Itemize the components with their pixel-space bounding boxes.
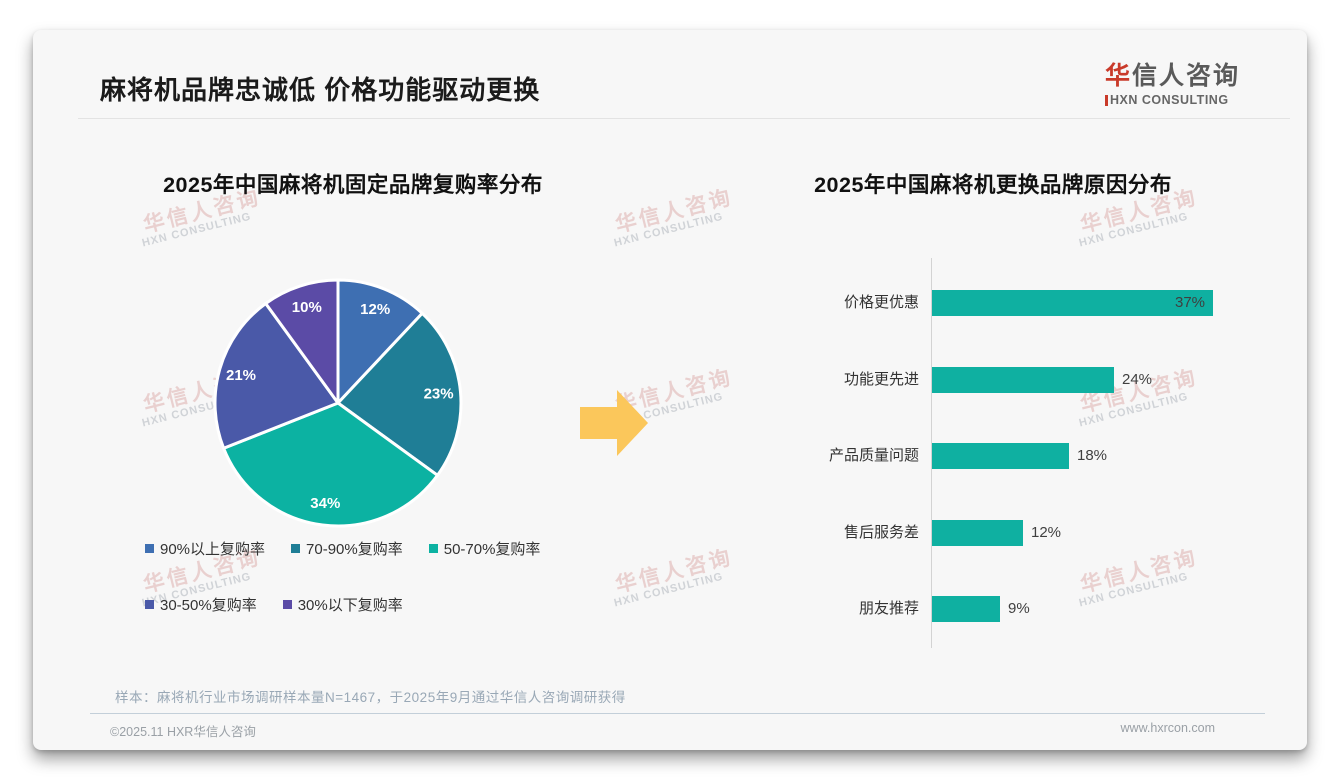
- footer-copyright: ©2025.11 HXR华信人咨询: [110, 725, 256, 739]
- pie-slice: [336, 311, 463, 477]
- bar: [932, 366, 1114, 393]
- bar: [932, 443, 1069, 469]
- legend-swatch: [291, 544, 301, 553]
- bar-category-label: 产品质量问题: [828, 447, 919, 464]
- pie-slice-label: 34%: [310, 495, 340, 512]
- bar-value-label: 12%: [1031, 523, 1062, 541]
- pie-slice-label: 21%: [226, 367, 256, 384]
- legend-label: 50-70%复购率: [443, 541, 541, 558]
- bar-category-label: 功能更先进: [843, 370, 919, 388]
- legend-item: 70-90%复购率: [291, 538, 403, 559]
- header-divider: [78, 118, 1290, 119]
- legend-swatch: [145, 544, 154, 553]
- legend-label: 30-50%复购率: [160, 597, 257, 614]
- logo-cn-rest: 信人咨询: [1131, 62, 1240, 90]
- legend-item: 50-70%复购率: [428, 538, 541, 559]
- logo-text-cn: 华信人咨询: [1105, 56, 1240, 92]
- legend-swatch: [428, 544, 438, 553]
- pie-slice: [336, 278, 424, 405]
- slide-card: 华信人咨询 HXN CONSULTING 华信人咨询 HXN CONSULTING 华信…: [33, 30, 1307, 750]
- page-title: 麻将机品牌忠诚低 价格功能驱动更换: [100, 75, 541, 105]
- bar-axis-line: [931, 258, 932, 648]
- pie-slice-label: 12%: [360, 301, 390, 318]
- footer-divider: [90, 713, 1265, 714]
- pie-slice: [213, 301, 340, 450]
- legend-item: 90%以上复购率: [145, 538, 265, 559]
- logo: 华信人咨询 HXN CONSULTING: [1104, 56, 1240, 107]
- bar: [932, 290, 1213, 316]
- pie-slice: [222, 401, 440, 528]
- pie-legend-row-2: 30-50%复购率 30%以下复购率: [145, 594, 403, 615]
- bar-chart-title: 2025年中国麻将机更换品牌原因分布: [814, 173, 1172, 197]
- footer-website: www.hxrcon.com: [1120, 721, 1215, 735]
- pie-slice: [264, 278, 340, 405]
- legend-label: 30%以下复购率: [297, 597, 403, 614]
- bar-category-label: 朋友推荐: [858, 600, 919, 617]
- bar: [932, 519, 1023, 546]
- bar: [932, 596, 1000, 622]
- logo-accent-mark: [1104, 94, 1108, 106]
- arrow-right-icon: [580, 390, 648, 456]
- legend-label: 90%以上复购率: [160, 541, 266, 558]
- pie-slice-label: 23%: [424, 386, 454, 403]
- sample-footnote: 样本：麻将机行业市场调研样本量N=1467，于2025年9月通过华信人咨询调研获…: [115, 690, 626, 705]
- bar-value-label: 18%: [1077, 447, 1108, 464]
- pie-legend-row-1: 90%以上复购率 70-90%复购率 50-70%复购率: [145, 538, 540, 559]
- legend-item: 30%以下复购率: [282, 594, 403, 615]
- logo-en-label: HXN CONSULTING: [1109, 93, 1229, 107]
- bar-value-label: 24%: [1122, 370, 1153, 388]
- bar-category-label: 价格更优惠: [843, 294, 919, 311]
- pie-chart-title: 2025年中国麻将机固定品牌复购率分布: [163, 173, 543, 197]
- logo-cn-accent: 华: [1104, 62, 1132, 90]
- legend-item: 30-50%复购率: [145, 594, 257, 615]
- legend-swatch: [145, 600, 154, 609]
- legend-swatch: [282, 600, 292, 609]
- pie-chart: 12% 23% 34% 21% 10%: [213, 278, 463, 528]
- bar-category-label: 售后服务差: [843, 523, 919, 541]
- legend-label: 70-90%复购率: [306, 541, 403, 558]
- bar-value-label: 9%: [1008, 600, 1030, 617]
- logo-text-en: HXN CONSULTING: [1104, 93, 1240, 107]
- pie-slice-label: 10%: [292, 299, 322, 316]
- bar-value-label: 37%: [1175, 294, 1206, 311]
